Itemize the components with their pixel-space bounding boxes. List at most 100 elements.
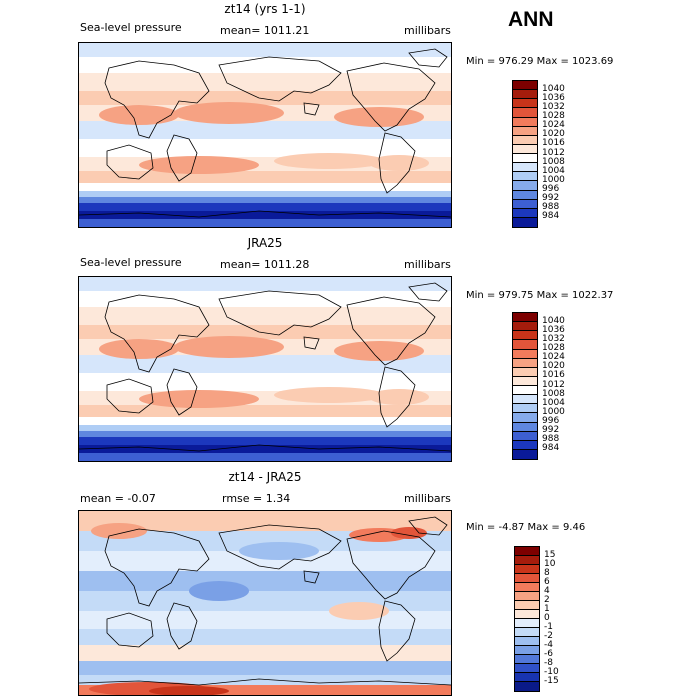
panel2-minmax-label: Min = 979.75 Max = 1022.37 [466, 290, 614, 301]
panel1-title: zt14 (yrs 1-1) [224, 2, 306, 16]
season-label: ANN [508, 8, 554, 31]
coastline [346, 530, 436, 600]
map-contour-band [79, 373, 451, 391]
panel3-units-label: millibars [404, 492, 451, 505]
colorbar-tick-label: -15 [544, 675, 559, 686]
colorbar-cell [515, 556, 539, 565]
colorbar-tick-label: 1024 [542, 120, 565, 131]
colorbar-tick-label: 1020 [542, 361, 565, 372]
colorbar-tick-label: 10 [544, 558, 556, 569]
map-contour-band [79, 453, 451, 461]
colorbar-tick-label: 1 [544, 603, 550, 614]
colorbar-cell [513, 163, 537, 173]
map-contour-band [79, 43, 451, 57]
colorbar-tick-label: 1024 [542, 352, 565, 363]
colorbar-cell [513, 144, 537, 154]
colorbar-cell [515, 628, 539, 637]
colorbar-cell [513, 322, 537, 332]
panel3-rmse-label: rmse = 1.34 [222, 492, 291, 505]
colorbar-cell [515, 583, 539, 592]
map-contour-band [79, 675, 451, 685]
panel2-colorbar [512, 312, 538, 460]
coastline [106, 378, 154, 414]
map-contour-blob [139, 390, 259, 408]
colorbar-cell [513, 358, 537, 368]
coastline [378, 366, 416, 428]
panel2-mean-label: mean= 1011.28 [220, 258, 310, 271]
colorbar-cell [513, 440, 537, 450]
panel2-variable-label: Sea-level pressure [80, 256, 182, 269]
map-contour-band [79, 307, 451, 325]
colorbar-tick-label: 988 [542, 434, 560, 445]
map-contour-blob [369, 389, 429, 405]
coastline [303, 570, 320, 584]
coastline [106, 144, 154, 180]
map-contour-band [79, 171, 451, 183]
map-contour-blob [99, 339, 179, 359]
colorbar-cell [515, 619, 539, 628]
coastline [166, 602, 198, 650]
colorbar-cell [513, 386, 537, 396]
colorbar-cell [513, 99, 537, 109]
panel1-units-label: millibars [404, 24, 451, 37]
colorbar-cell [513, 154, 537, 164]
panel3-colorbar [514, 546, 540, 692]
colorbar-cell [515, 547, 539, 556]
colorbar-tick-label: 1004 [542, 165, 565, 176]
colorbar-tick-label: 6 [544, 576, 550, 587]
panel3-minmax-label: Min = -4.87 Max = 9.46 [466, 522, 586, 533]
map-contour-blob [139, 156, 259, 174]
coastline-antarctica [79, 210, 451, 218]
colorbar-cell [513, 404, 537, 414]
colorbar-tick-label: 1032 [542, 333, 565, 344]
map-contour-band [79, 91, 451, 105]
map-contour-band [79, 551, 451, 571]
panel3-map [78, 510, 452, 696]
coastline [346, 296, 436, 366]
coastline [166, 134, 198, 182]
map-contour-band [79, 197, 451, 203]
map-contour-band [79, 629, 451, 645]
map-contour-band [79, 325, 451, 339]
panel3-title: zt14 - JRA25 [228, 470, 302, 484]
colorbar-tick-label: 1004 [542, 397, 565, 408]
map-contour-band [79, 445, 451, 453]
colorbar-cell [513, 313, 537, 323]
coastline [303, 102, 320, 116]
colorbar-tick-label: 984 [542, 443, 560, 454]
colorbar-tick-label: 8 [544, 567, 550, 578]
colorbar-cell [515, 610, 539, 619]
colorbar-tick-label: 992 [542, 193, 560, 204]
colorbar-tick-label: -6 [544, 648, 553, 659]
colorbar-tick-label: 1020 [542, 129, 565, 140]
coastline [166, 368, 198, 416]
panel2-units-label: millibars [404, 258, 451, 271]
colorbar-tick-label: 996 [542, 184, 560, 194]
colorbar-tick-label: -10 [544, 666, 559, 677]
colorbar-cell [513, 117, 537, 127]
colorbar-tick-label: 988 [542, 202, 560, 213]
colorbar-tick-label: 1000 [542, 174, 565, 185]
map-contour-blob [239, 542, 319, 560]
panel2-title: JRA25 [247, 236, 283, 250]
colorbar-cell [513, 431, 537, 441]
panel1-colorbar [512, 80, 538, 228]
colorbar-tick-label: 1008 [542, 388, 565, 399]
map-contour-blob [149, 686, 229, 695]
coastline [106, 612, 154, 648]
colorbar-tick-label: 1012 [542, 379, 565, 390]
coastline [218, 56, 342, 102]
colorbar-tick-label: 1016 [542, 138, 565, 149]
colorbar-cell [513, 217, 537, 227]
colorbar-cell [513, 172, 537, 182]
map-contour-band [79, 211, 451, 219]
map-contour-blob [174, 336, 284, 358]
colorbar-tick-label: -8 [544, 657, 553, 668]
panel1-mean-label: mean= 1011.21 [220, 24, 310, 37]
colorbar-cell [515, 565, 539, 574]
colorbar-tick-label: 1028 [542, 111, 565, 121]
map-contour-blob [99, 105, 179, 125]
colorbar-cell [515, 646, 539, 655]
colorbar-tick-label: 4 [544, 585, 550, 596]
map-contour-band [79, 73, 451, 91]
